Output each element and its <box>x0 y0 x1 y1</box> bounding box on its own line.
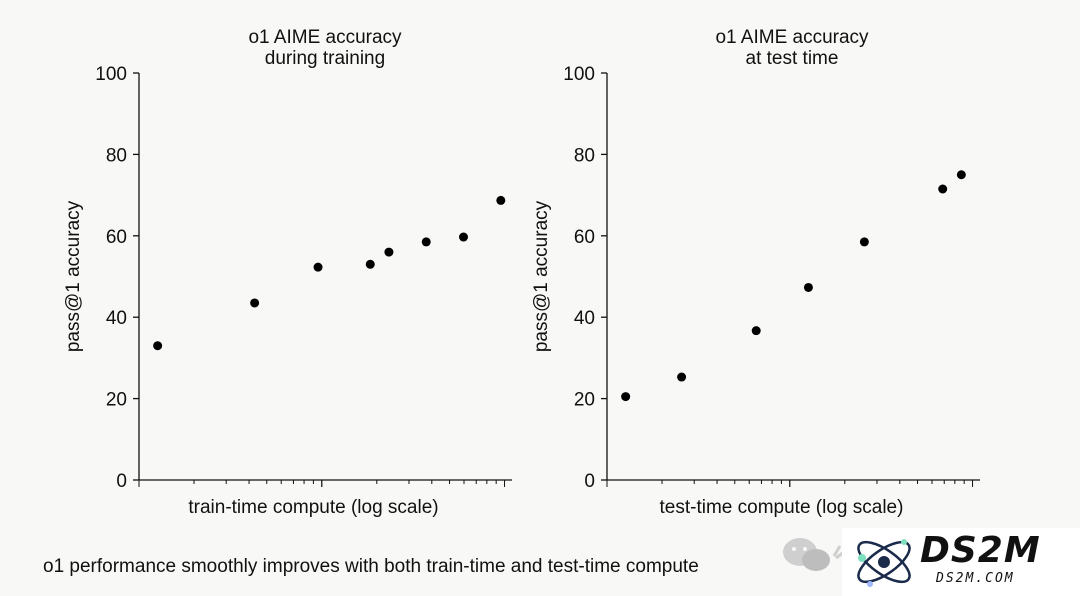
x-axis-label: train-time compute (log scale) <box>188 497 438 518</box>
y-tick-label: 80 <box>574 145 595 166</box>
data-point <box>153 341 163 351</box>
ds2m-logo: DS2M DS2M.COM <box>842 528 1080 596</box>
chart-title-line: o1 AIME accuracy <box>248 27 402 48</box>
atom-icon <box>857 539 911 587</box>
data-point <box>938 184 948 194</box>
data-point <box>677 372 687 382</box>
y-tick-label: 100 <box>95 64 127 85</box>
logo-brand: DS2M <box>920 530 1041 571</box>
y-tick-label: 60 <box>106 227 127 248</box>
y-tick-label: 0 <box>116 471 127 492</box>
y-tick-label: 20 <box>106 390 127 411</box>
x-axis-label: test-time compute (log scale) <box>660 497 904 518</box>
data-point <box>956 170 966 180</box>
figure-caption: o1 performance smoothly improves with bo… <box>43 556 699 577</box>
data-point <box>250 298 260 308</box>
data-point <box>859 237 869 247</box>
data-point <box>384 247 394 257</box>
chart-title-line: o1 AIME accuracy <box>715 27 869 48</box>
data-point <box>459 232 469 242</box>
chart-title-line: at test time <box>746 48 839 69</box>
data-point <box>751 326 761 336</box>
wechat-icon <box>783 538 845 571</box>
y-tick-label: 100 <box>563 64 595 85</box>
data-point <box>313 262 323 272</box>
data-point <box>365 259 375 269</box>
data-point <box>496 195 506 205</box>
y-axis-label: pass@1 accuracy <box>531 200 552 352</box>
y-axis-label: pass@1 accuracy <box>63 200 84 352</box>
y-tick-label: 20 <box>574 390 595 411</box>
y-tick-label: 80 <box>106 145 127 166</box>
y-tick-label: 40 <box>574 308 595 329</box>
data-point <box>621 392 631 402</box>
logo-url: DS2M.COM <box>936 571 1015 586</box>
y-tick-label: 0 <box>584 471 595 492</box>
y-tick-label: 40 <box>106 308 127 329</box>
data-point <box>803 282 813 292</box>
y-tick-label: 60 <box>574 227 595 248</box>
chart-title-line: during training <box>265 48 385 69</box>
data-point <box>421 237 431 247</box>
